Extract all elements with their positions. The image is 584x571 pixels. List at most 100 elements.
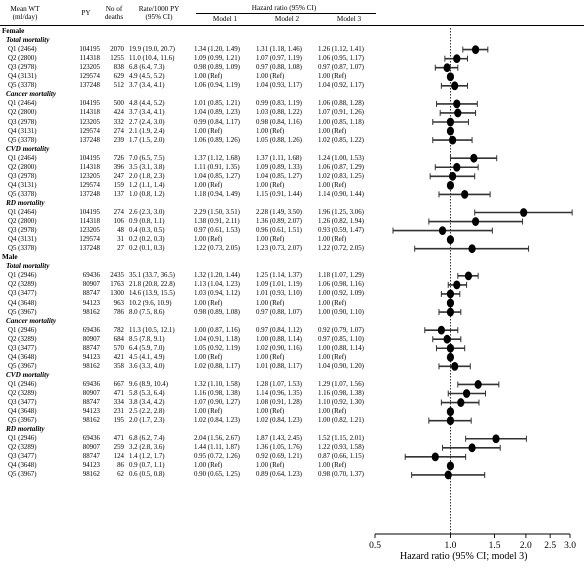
rate-cell: 2.1 (1.9, 2.4)	[129, 127, 165, 135]
deaths-cell: 838	[113, 64, 124, 72]
model1-cell: 1.00 (Ref)	[194, 236, 223, 244]
py-cell: 80907	[82, 335, 100, 343]
py-cell: 137248	[79, 245, 100, 253]
deaths-cell: 2435	[110, 272, 124, 280]
quintile-cell: Q5 (3378)	[8, 136, 37, 144]
model1-cell: 1.02 (0.84, 1.23)	[194, 417, 240, 425]
rate-cell: 2.5 (2.2, 2.8)	[129, 408, 165, 416]
section-label: Female	[2, 27, 25, 35]
model3-cell: 1.04 (0.92, 1.17)	[318, 82, 364, 90]
rate-cell: 2.7 (2.4, 3.0)	[129, 118, 165, 126]
py-cell: 104195	[79, 209, 100, 216]
deaths-cell: 86	[117, 462, 124, 470]
deaths-cell: 726	[113, 154, 124, 162]
group-label: Cancer mortality	[6, 316, 57, 325]
py-cell: 98162	[82, 417, 100, 425]
quintile-cell: Q3 (3477)	[8, 344, 37, 352]
header-rate-line1: Rate/1000 PY	[138, 5, 180, 13]
rate-cell: 0.9 (0.8, 1.1)	[129, 218, 165, 226]
header-deaths-line1: No of	[105, 5, 123, 13]
x-tick-label: 3.0	[564, 541, 576, 551]
hr-point	[446, 72, 455, 82]
py-cell: 114318	[79, 55, 100, 63]
deaths-cell: 1255	[110, 55, 124, 63]
hr-point	[444, 470, 452, 480]
hr-point	[448, 135, 457, 145]
py-cell: 69436	[82, 435, 100, 443]
py-cell: 88747	[82, 344, 100, 352]
model1-cell: 0.98 (0.89, 1.09)	[194, 64, 240, 72]
model3-cell: 1.02 (0.83, 1.25)	[318, 172, 364, 180]
py-cell: 80907	[82, 444, 100, 452]
hr-point	[457, 398, 465, 407]
hr-point	[471, 217, 480, 226]
model2-cell: 1.23 (0.73, 2.07)	[256, 245, 302, 253]
rate-cell: 4.8 (4.4, 5.2)	[129, 100, 165, 108]
quintile-cell: Q1 (2946)	[8, 272, 37, 280]
rate-cell: 8.5 (7.8, 9.1)	[129, 335, 165, 343]
model2-cell: 1.36 (1.05, 1.76)	[256, 444, 302, 452]
hr-point	[451, 361, 459, 371]
model3-cell: 0.97 (0.85, 1.10)	[318, 335, 364, 343]
model3-cell: 1.22 (0.72, 2.05)	[318, 245, 364, 253]
quintile-cell: Q4 (3648)	[8, 408, 37, 416]
hr-point	[446, 117, 455, 127]
py-cell: 123205	[79, 64, 100, 72]
hr-point	[446, 180, 455, 190]
hr-point	[454, 108, 462, 118]
header-hr-underline	[196, 13, 376, 14]
model3-cell: 1.26 (0.82, 1.94)	[318, 218, 364, 226]
py-cell: 123205	[79, 118, 100, 126]
x-tick-label: 1.5	[489, 541, 501, 551]
model3-cell: 1.02 (0.85, 1.22)	[318, 136, 364, 144]
quintile-cell: Q5 (3378)	[8, 190, 37, 198]
quintile-cell: Q3 (2978)	[8, 118, 37, 126]
model2-cell: 1.00 (Ref)	[256, 127, 285, 135]
group-label: RD mortality	[6, 425, 45, 434]
model1-cell: 1.02 (0.88, 1.17)	[194, 362, 240, 370]
deaths-cell: 570	[113, 344, 124, 352]
quintile-cell: Q3 (2978)	[8, 64, 37, 72]
quintile-cell: Q2 (3289)	[8, 281, 37, 289]
py-cell: 94123	[82, 353, 100, 361]
model1-cell: 0.99 (0.84, 1.17)	[194, 118, 240, 126]
model2-cell: 0.97 (0.88, 1.08)	[256, 64, 302, 72]
py-cell: 137248	[79, 136, 100, 144]
model3-cell: 1.00 (Ref)	[318, 127, 347, 135]
model1-cell: 1.00 (Ref)	[194, 353, 223, 361]
x-tick-label: 2.5	[544, 541, 556, 551]
header-rate-line2: (95% CI)	[145, 13, 173, 21]
hr-point	[471, 45, 480, 54]
model3-cell: 1.29 (1.07, 1.56)	[318, 380, 364, 388]
model3-cell: 1.00 (0.88, 1.14)	[318, 344, 364, 352]
py-cell: 88747	[82, 453, 100, 461]
model3-cell: 1.00 (Ref)	[318, 299, 347, 307]
model1-cell: 1.37 (1.12, 1.68)	[194, 154, 240, 162]
quintile-cell: Q2 (3289)	[8, 444, 37, 452]
quintile-cell: Q4 (3131)	[8, 236, 37, 244]
model3-cell: 1.10 (0.92, 1.30)	[318, 399, 364, 407]
model1-cell: 1.01 (0.85, 1.21)	[194, 100, 240, 108]
hr-point	[446, 289, 455, 299]
x-axis-label: Hazard ratio (95% CI; model 3)	[400, 551, 528, 562]
deaths-cell: 471	[113, 435, 124, 443]
rate-cell: 11.3 (10.5, 12.1)	[129, 326, 175, 334]
deaths-cell: 332	[113, 118, 124, 126]
deaths-cell: 1300	[110, 290, 124, 298]
py-cell: 123205	[79, 172, 100, 180]
rate-cell: 19.9 (19.0, 20.7)	[129, 46, 175, 54]
hr-point	[453, 280, 461, 290]
model1-cell: 1.34 (1.20, 1.49)	[194, 46, 240, 54]
rate-cell: 14.6 (13.9, 15.5)	[129, 290, 175, 298]
model1-cell: 1.13 (1.04, 1.23)	[194, 281, 240, 289]
header-deaths: No of deaths	[100, 5, 128, 21]
quintile-cell: Q3 (2978)	[8, 227, 37, 235]
header-model2: Model 2	[274, 15, 300, 23]
model2-cell: 1.02 (0.84, 1.23)	[256, 417, 302, 425]
hr-point	[446, 407, 455, 416]
group-label: RD mortality	[6, 198, 45, 207]
model3-cell: 1.06 (0.98, 1.16)	[318, 281, 364, 289]
model3-cell: 1.52 (1.15, 2.01)	[318, 435, 364, 443]
model2-cell: 2.28 (1.49, 3.50)	[256, 209, 302, 216]
rate-cell: 3.2 (2.8, 3.6)	[129, 444, 165, 452]
